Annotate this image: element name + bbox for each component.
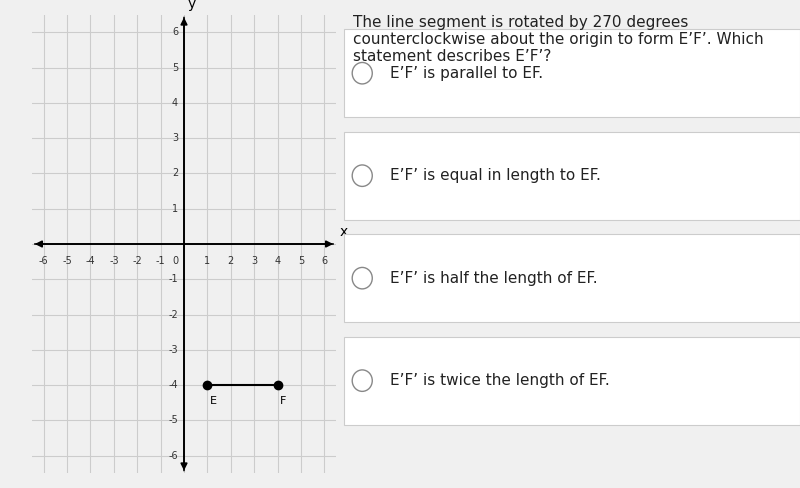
Text: 1: 1 — [172, 203, 178, 214]
Text: -6: -6 — [169, 451, 178, 461]
Text: 2: 2 — [172, 168, 178, 179]
Text: E’F’ is equal in length to EF.: E’F’ is equal in length to EF. — [390, 168, 601, 183]
Text: -5: -5 — [62, 256, 72, 266]
Text: -1: -1 — [156, 256, 166, 266]
Text: -4: -4 — [169, 380, 178, 390]
Text: x: x — [339, 224, 348, 239]
Text: E’F’ is parallel to EF.: E’F’ is parallel to EF. — [390, 66, 542, 81]
Text: -3: -3 — [109, 256, 118, 266]
Circle shape — [352, 267, 372, 289]
Text: 2: 2 — [228, 256, 234, 266]
Text: 3: 3 — [251, 256, 258, 266]
Text: -3: -3 — [169, 345, 178, 355]
Text: -1: -1 — [169, 274, 178, 285]
Text: 4: 4 — [172, 98, 178, 108]
Text: 6: 6 — [322, 256, 327, 266]
Text: y: y — [187, 0, 196, 11]
Text: -2: -2 — [169, 309, 178, 320]
FancyBboxPatch shape — [344, 337, 800, 425]
Text: The line segment is rotated by 270 degrees counterclockwise about the origin to : The line segment is rotated by 270 degre… — [353, 15, 764, 64]
Text: 4: 4 — [274, 256, 281, 266]
Circle shape — [352, 165, 372, 186]
Circle shape — [352, 370, 372, 391]
Text: 3: 3 — [172, 133, 178, 143]
Text: 6: 6 — [172, 27, 178, 37]
Text: -6: -6 — [39, 256, 49, 266]
Text: -2: -2 — [132, 256, 142, 266]
Text: E: E — [210, 396, 217, 406]
Text: -4: -4 — [86, 256, 95, 266]
Text: F: F — [280, 396, 286, 406]
FancyBboxPatch shape — [344, 132, 800, 220]
Circle shape — [352, 62, 372, 84]
Text: E’F’ is twice the length of EF.: E’F’ is twice the length of EF. — [390, 373, 610, 388]
Text: -5: -5 — [169, 415, 178, 426]
FancyBboxPatch shape — [344, 29, 800, 117]
Text: 5: 5 — [172, 62, 178, 73]
FancyBboxPatch shape — [344, 234, 800, 322]
Text: 0: 0 — [172, 256, 178, 266]
Text: 1: 1 — [204, 256, 210, 266]
Text: 5: 5 — [298, 256, 304, 266]
Text: E’F’ is half the length of EF.: E’F’ is half the length of EF. — [390, 271, 598, 285]
